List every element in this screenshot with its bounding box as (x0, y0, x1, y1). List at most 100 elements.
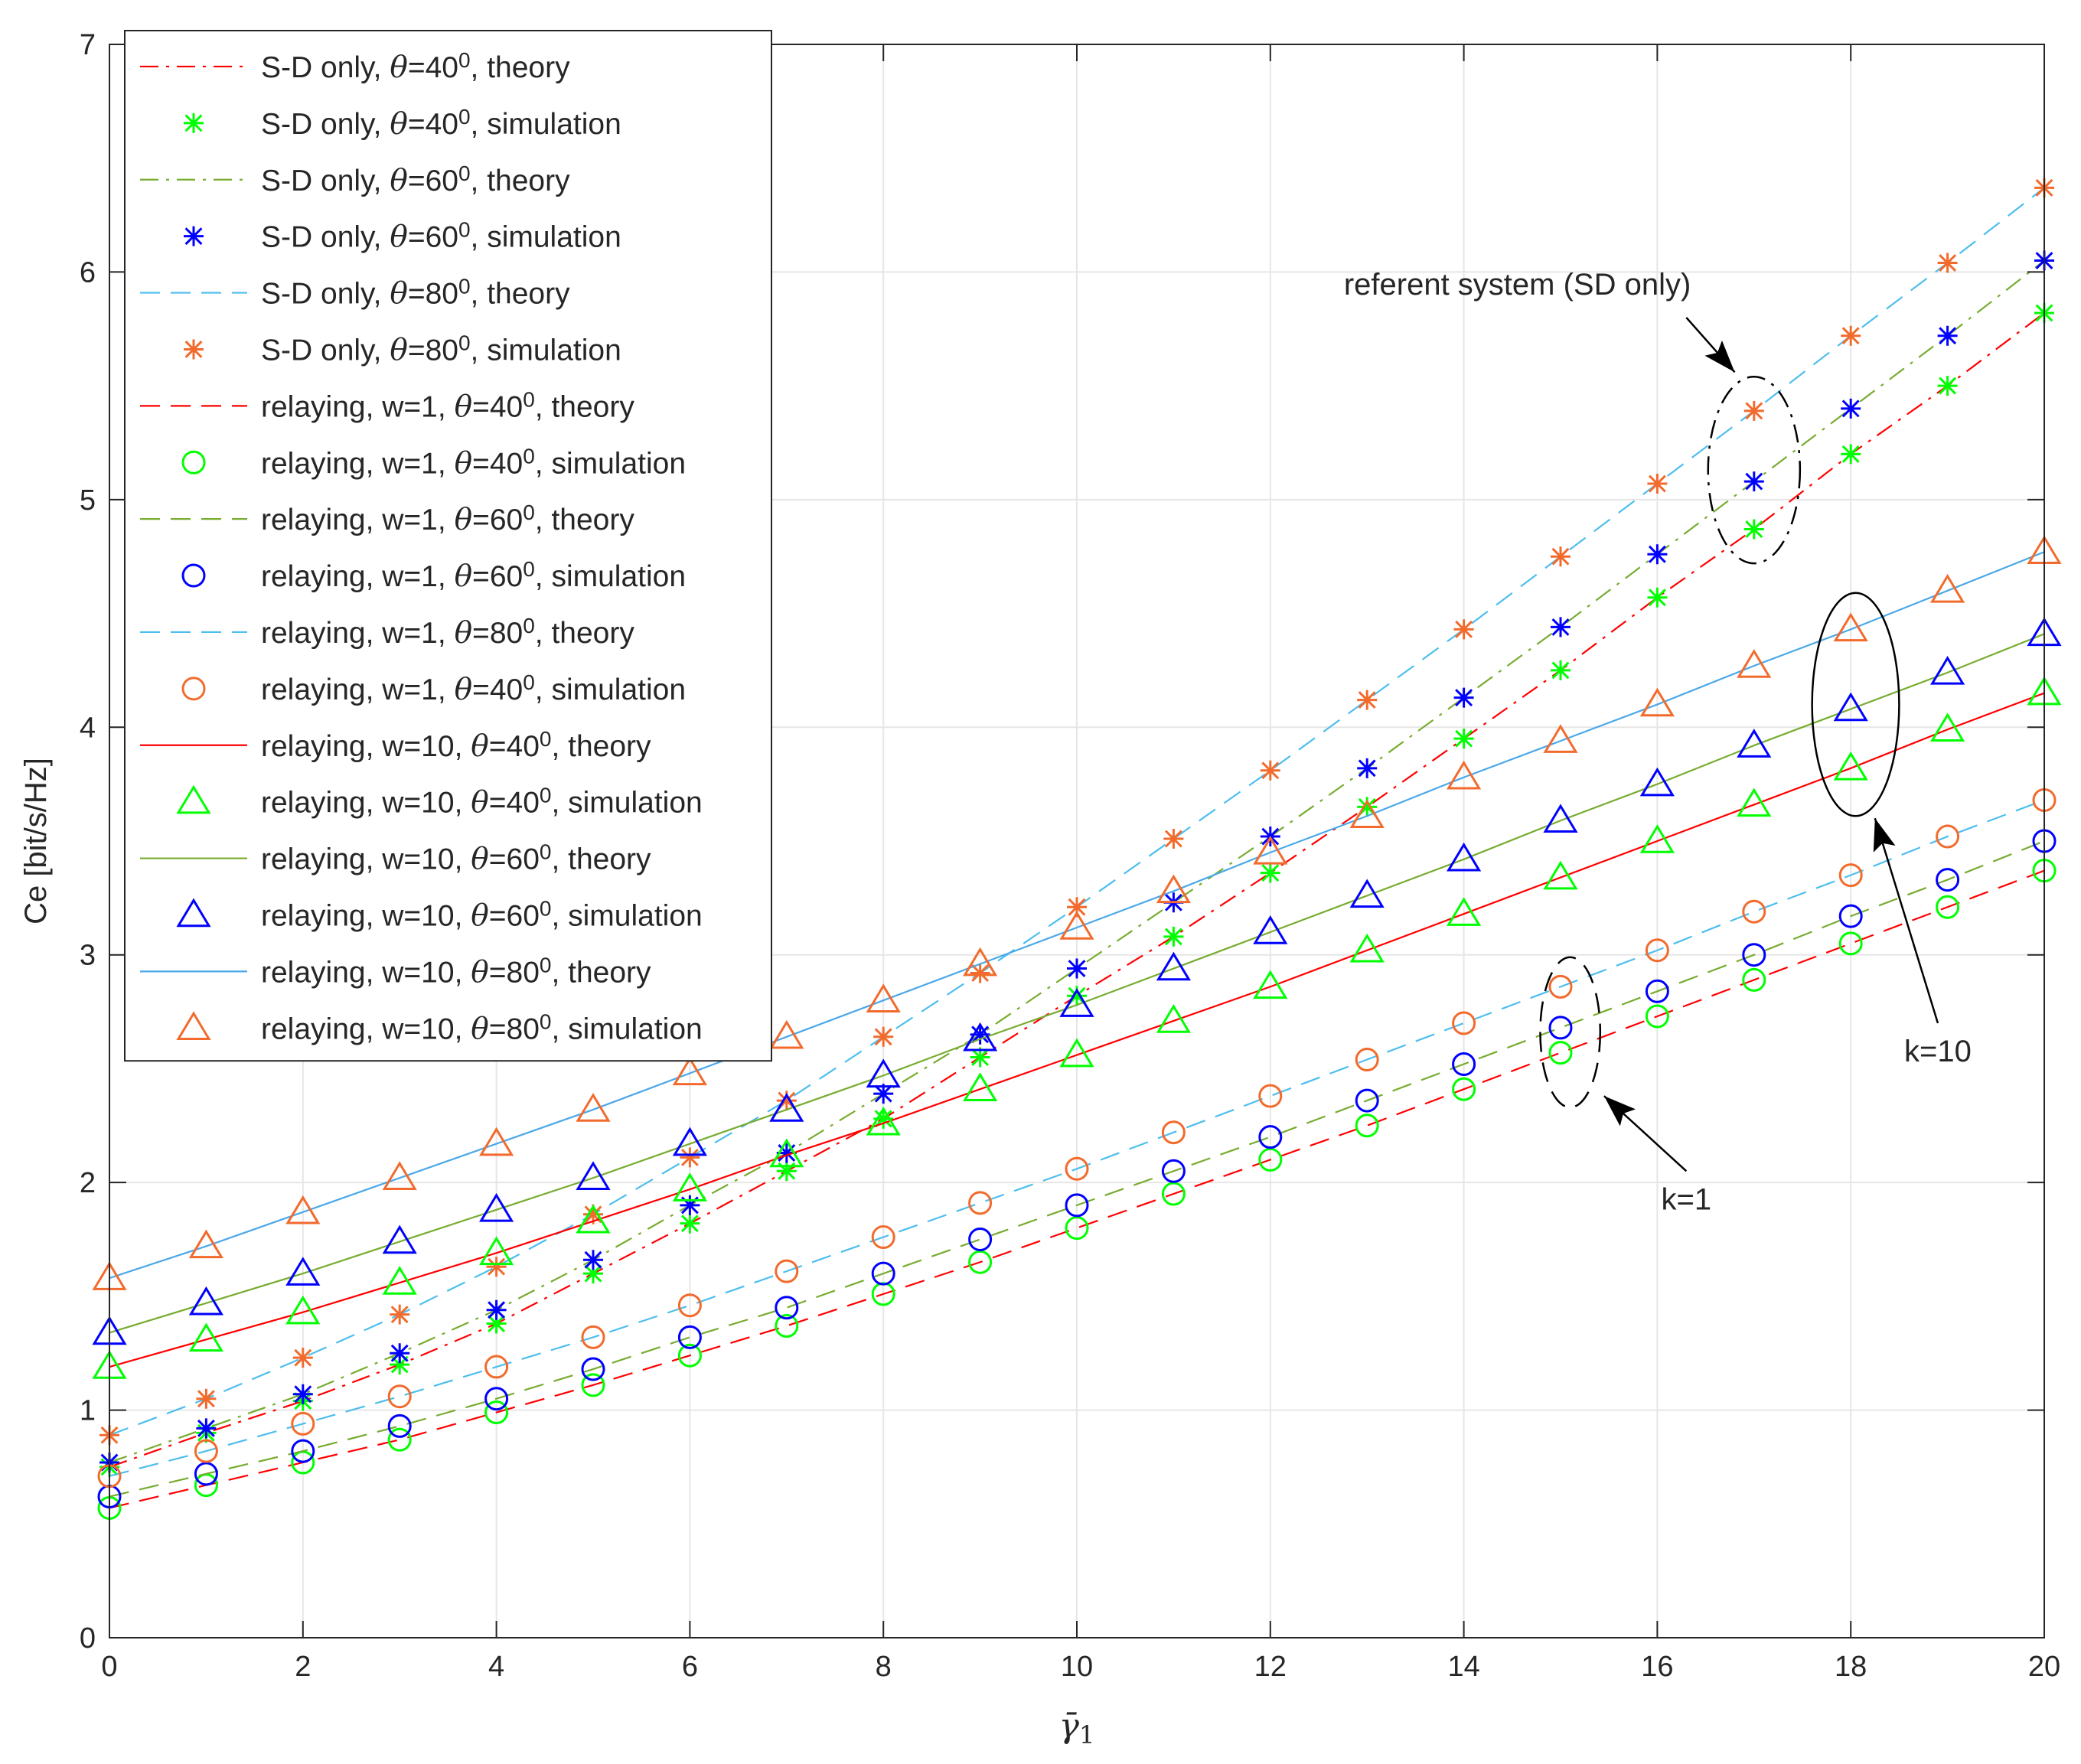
data-point (196, 1418, 217, 1439)
legend-entry-14: relaying, w=10, θ=600, theory (140, 840, 651, 877)
data-point (1355, 1048, 1379, 1072)
series-7 (97, 859, 2057, 1520)
legend-label: relaying, w=10, θ=400, theory (261, 727, 651, 764)
legend-label: relaying, w=10, θ=600, simulation (261, 897, 703, 934)
data-point (1841, 444, 1861, 465)
data-point (1059, 1038, 1094, 1068)
y-tick-label: 2 (80, 1167, 96, 1199)
x-tick-label: 10 (1061, 1651, 1093, 1683)
data-point (1065, 1216, 1089, 1241)
legend-entry-13: relaying, w=10, θ=400, simulation (176, 784, 703, 820)
data-point (1937, 253, 1958, 273)
data-point (1156, 1004, 1191, 1033)
x-tick-label: 12 (1254, 1651, 1287, 1683)
data-point (866, 983, 901, 1012)
data-point (576, 1204, 611, 1234)
series-6 (109, 869, 2045, 1509)
data-point (970, 1024, 990, 1045)
data-point (769, 1093, 804, 1122)
data-point (1743, 519, 1764, 540)
data-point (291, 1411, 315, 1436)
data-point (1833, 612, 1868, 642)
data-point (1647, 587, 1668, 608)
data-point (1065, 1193, 1089, 1218)
data-point (1452, 1077, 1476, 1101)
legend-marker-sample (176, 1011, 211, 1040)
data-point (1737, 787, 1772, 817)
annotation-label: k=1 (1662, 1182, 1712, 1216)
legend-label: S-D only, θ=600, theory (261, 161, 570, 198)
legend-marker-sample (181, 563, 206, 588)
data-point (672, 1056, 707, 1086)
data-point (581, 1325, 605, 1349)
data-point (1548, 1041, 1573, 1065)
data-point (873, 1108, 894, 1129)
data-point (1357, 690, 1378, 710)
data-point (1253, 915, 1288, 944)
data-point (1067, 986, 1087, 1006)
series-11 (97, 787, 2057, 1488)
annotation-arrow-head (1704, 340, 1735, 373)
data-point (1841, 398, 1861, 419)
data-point (484, 1387, 509, 1411)
data-point (1841, 325, 1861, 346)
data-point (1838, 863, 1863, 888)
legend-entry-17: relaying, w=10, θ=800, simulation (176, 1010, 703, 1046)
data-point (1930, 655, 1965, 685)
legend-box (124, 30, 772, 1062)
legend-entry-1: S-D only, θ=400, simulation (184, 105, 621, 142)
data-point (1067, 897, 1087, 918)
data-point (1253, 970, 1288, 999)
x-tick-label: 18 (1835, 1651, 1867, 1683)
data-point (576, 1093, 611, 1122)
data-point (1349, 933, 1385, 963)
data-point (1930, 573, 1965, 603)
data-point (484, 1400, 509, 1425)
data-point (188, 1286, 223, 1316)
data-point (968, 1191, 993, 1215)
data-point (1551, 617, 1571, 637)
legend-label: relaying, w=1, θ=400, simulation (261, 445, 686, 481)
data-point (292, 1348, 313, 1368)
data-point (484, 1355, 509, 1379)
data-point (1447, 897, 1482, 926)
data-point (873, 1026, 894, 1047)
data-point (866, 1058, 901, 1088)
data-point (1163, 926, 1184, 947)
data-point (1156, 874, 1191, 904)
data-point (382, 1161, 417, 1190)
legend-label: S-D only, θ=400, theory (261, 48, 570, 85)
data-point (1349, 799, 1385, 829)
data-point (1936, 895, 1960, 919)
legend-marker-sample (184, 339, 204, 360)
data-point (1936, 824, 1960, 849)
data-point (873, 1084, 894, 1104)
data-point (1543, 724, 1578, 753)
x-tick-label: 6 (682, 1651, 698, 1683)
data-point (1936, 868, 1960, 892)
data-point (1639, 824, 1675, 853)
legend-entry-5: S-D only, θ=800, simulation (184, 331, 621, 367)
data-point (1645, 938, 1669, 963)
data-point (196, 1388, 217, 1409)
data-point (769, 1019, 804, 1049)
legend-entry-4: S-D only, θ=800, theory (140, 275, 570, 311)
data-point (581, 1373, 605, 1397)
data-point (486, 1313, 507, 1334)
data-point (1447, 760, 1482, 790)
data-point (1452, 1052, 1476, 1076)
series-14 (109, 633, 2045, 1334)
x-tick-label: 16 (1641, 1651, 1673, 1683)
data-point (672, 1172, 707, 1202)
data-point (1067, 958, 1087, 979)
data-point (581, 1357, 605, 1381)
data-point (1639, 687, 1675, 717)
annotation-ellipse (1539, 956, 1602, 1109)
data-point (1551, 546, 1571, 567)
annotation-1: k=10 (1811, 592, 1972, 1068)
data-point (1260, 760, 1280, 781)
legend: S-D only, θ=400, theory S-D only, θ=400, … (124, 30, 772, 1062)
data-point (871, 1225, 895, 1250)
data-point (1548, 974, 1573, 999)
legend-label: relaying, w=1, θ=400, simulation (261, 670, 686, 707)
